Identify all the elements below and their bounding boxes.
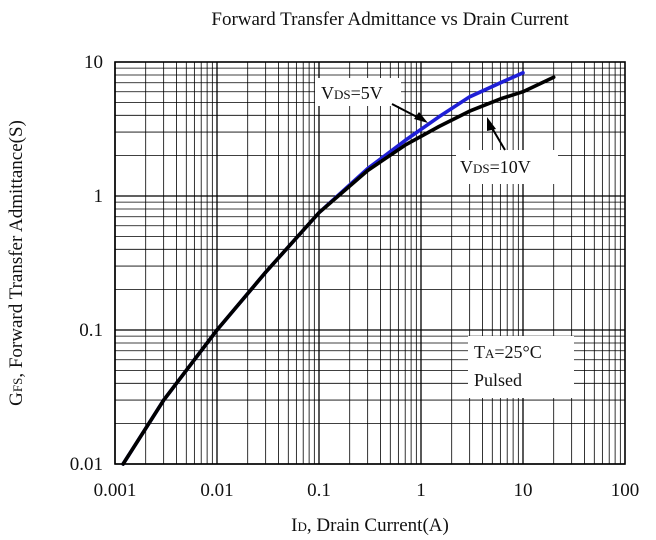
chart-title: Forward Transfer Admittance vs Drain Cur…	[211, 9, 569, 30]
x-axis-label: ID, Drain Current(A)	[291, 515, 449, 536]
grid-lines	[114, 62, 625, 465]
y-tick-label: 1	[94, 186, 104, 207]
vds10-arrow-head	[487, 117, 496, 131]
series-line-vds-5v	[121, 71, 525, 466]
vds5-label-box	[315, 78, 401, 106]
vds5-label: VDS=5V	[321, 83, 383, 103]
conditions-line1: TA=25°C	[474, 342, 542, 362]
y-axis-label: GFS, Forward Transfer Admittance(S)	[6, 120, 27, 406]
x-tick-label: 1	[416, 480, 426, 501]
vds10-label-box	[456, 150, 558, 184]
vds5-arrow-head	[414, 112, 428, 123]
series-layer	[121, 71, 556, 466]
plot-frame	[114, 61, 626, 465]
conditions-line2: Pulsed	[474, 370, 522, 390]
y-tick-label: 0.01	[70, 454, 103, 475]
x-tick-label: 0.001	[94, 480, 137, 501]
series-line-vds-10v	[121, 75, 556, 466]
vds5-arrow-line	[391, 103, 420, 119]
vds10-label: VDS=10V	[460, 157, 531, 177]
conditions-box	[468, 336, 574, 398]
y-tick-labels: 0.01 0.1 1 10	[70, 52, 103, 475]
x-tick-label: 100	[611, 480, 640, 501]
y-tick-label: 0.1	[79, 320, 103, 341]
x-tick-label: 0.1	[307, 480, 331, 501]
x-tick-label: 10	[514, 480, 533, 501]
x-tick-label: 0.01	[200, 480, 233, 501]
x-tick-labels: 0.001 0.01 0.1 1 10 100	[94, 480, 640, 501]
y-tick-label: 10	[84, 52, 103, 73]
vds10-arrow-line	[491, 127, 506, 151]
